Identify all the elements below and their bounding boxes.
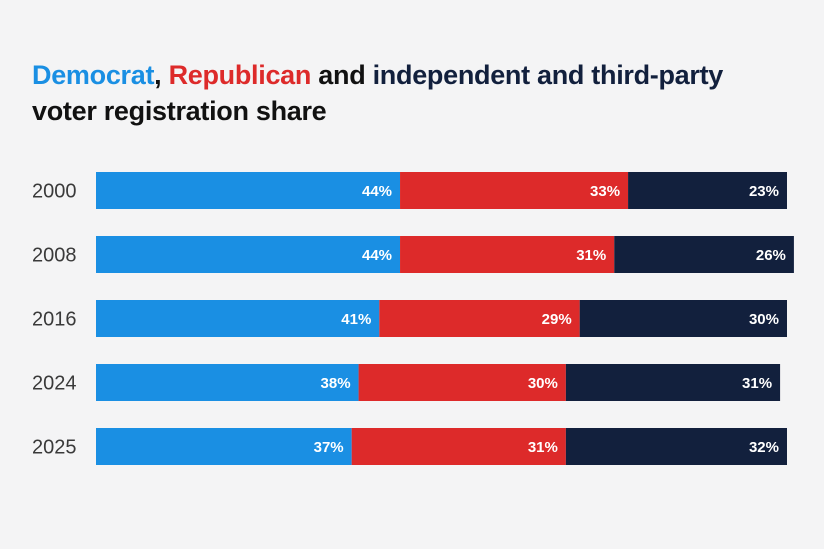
data-label-republican-2008: 31% [576, 247, 606, 264]
data-label-republican-2016: 29% [542, 311, 572, 328]
data-label-independent-2024: 31% [742, 375, 772, 392]
bar-segment-democrat-2024 [96, 364, 359, 401]
title-republican: Republican [168, 60, 312, 90]
data-label-democrat-2000: 44% [362, 183, 392, 200]
bar-segment-republican-2024 [358, 364, 566, 401]
bar-segment-independent-2024 [565, 364, 781, 401]
data-label-independent-2016: 30% [749, 311, 779, 328]
bar-segment-republican-2025 [351, 428, 566, 465]
data-label-democrat-2008: 44% [362, 247, 392, 264]
bar-segment-republican-2008 [400, 236, 615, 273]
bar-segment-democrat-2000 [96, 172, 401, 209]
year-label-2016: 2016 [32, 309, 77, 331]
year-label-2000: 2000 [32, 181, 77, 203]
year-label-2025: 2025 [32, 437, 77, 459]
data-label-republican-2024: 30% [528, 375, 558, 392]
title-democrat: Democrat [32, 60, 155, 90]
data-label-democrat-2024: 38% [321, 375, 351, 392]
title-separator-comma: , [154, 60, 169, 90]
title-independent: independent and third-party [372, 60, 724, 90]
title-separator-and: and [311, 60, 373, 90]
bar-segment-republican-2016 [379, 300, 580, 337]
bar-segment-democrat-2016 [96, 300, 380, 337]
data-label-republican-2025: 31% [528, 439, 558, 456]
year-label-2008: 2008 [32, 245, 77, 267]
data-label-democrat-2025: 37% [314, 439, 344, 456]
bar-segment-democrat-2025 [96, 428, 352, 465]
data-label-independent-2008: 26% [756, 247, 786, 264]
bar-segment-independent-2025 [565, 428, 787, 465]
data-label-democrat-2016: 41% [341, 311, 371, 328]
data-label-republican-2000: 33% [590, 183, 620, 200]
bar-segment-independent-2008 [614, 236, 794, 273]
data-label-independent-2000: 23% [749, 183, 779, 200]
chart-title: Democrat, Republican and independent and… [32, 57, 812, 129]
title-line-2: voter registration share [32, 96, 327, 126]
bar-segment-independent-2016 [579, 300, 787, 337]
year-label-2024: 2024 [32, 373, 77, 395]
bar-segment-democrat-2008 [96, 236, 401, 273]
bar-segment-republican-2000 [400, 172, 629, 209]
bar-segment-independent-2000 [628, 172, 787, 209]
data-label-independent-2025: 32% [749, 439, 779, 456]
